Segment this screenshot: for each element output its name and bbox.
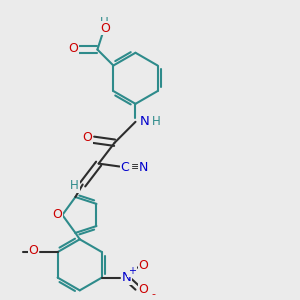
Text: C: C — [120, 160, 129, 174]
Text: H: H — [99, 16, 108, 29]
Text: O: O — [82, 131, 92, 144]
Text: +: + — [128, 266, 136, 276]
Text: O: O — [52, 208, 62, 221]
Text: O: O — [68, 42, 78, 55]
Text: N: N — [139, 160, 148, 174]
Text: O: O — [139, 260, 148, 272]
Text: O: O — [139, 283, 148, 296]
Text: ≡: ≡ — [131, 162, 140, 172]
Text: O: O — [100, 22, 110, 34]
Text: O: O — [28, 244, 38, 257]
Text: N: N — [140, 115, 150, 128]
Text: N: N — [122, 271, 131, 284]
Text: -: - — [151, 289, 155, 299]
Text: H: H — [152, 115, 161, 128]
Text: H: H — [70, 179, 79, 192]
